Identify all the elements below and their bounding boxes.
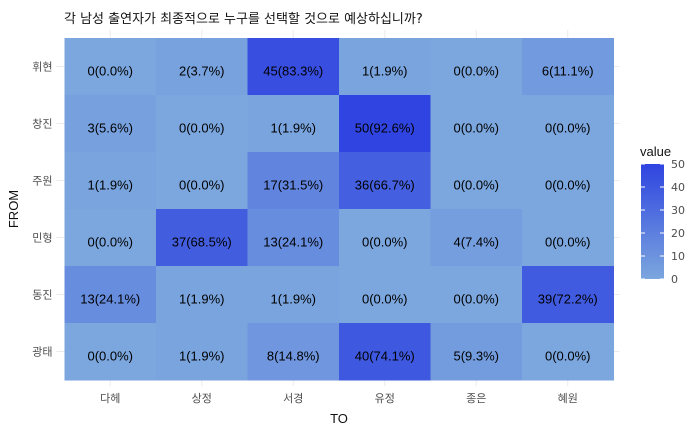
legend-title: value bbox=[640, 144, 671, 159]
heatmap-cell bbox=[64, 266, 157, 324]
heatmap-cell bbox=[156, 38, 248, 96]
y-tick-label: 휘현 bbox=[32, 61, 52, 74]
heatmap-cell bbox=[64, 323, 157, 381]
legend-tick-label: 30 bbox=[671, 204, 685, 217]
heatmap-cell bbox=[156, 152, 248, 210]
legend-tick-label: 10 bbox=[671, 250, 685, 263]
cell-label: 50(92.6%) bbox=[355, 121, 415, 136]
heatmap-cell bbox=[339, 95, 431, 153]
heatmap-cell bbox=[247, 95, 340, 153]
cell-label: 8(14.8%) bbox=[267, 349, 320, 364]
cell-label: 0(0.0%) bbox=[179, 178, 225, 193]
heatmap-cell bbox=[247, 323, 340, 381]
cell-label: 37(68.5%) bbox=[172, 235, 232, 250]
cell-label: 0(0.0%) bbox=[545, 349, 591, 364]
heatmap-cell bbox=[247, 266, 340, 324]
legend-tick-label: 40 bbox=[671, 181, 685, 194]
cell-label: 3(5.6%) bbox=[87, 121, 133, 136]
heatmap-cell bbox=[339, 266, 431, 324]
heatmap-cell bbox=[247, 209, 340, 267]
heatmap-cell bbox=[430, 209, 523, 267]
heatmap-cell bbox=[64, 209, 157, 267]
cell-label: 0(0.0%) bbox=[453, 121, 499, 136]
x-tick-label: 상정 bbox=[192, 392, 212, 405]
cell-label: 0(0.0%) bbox=[87, 64, 133, 79]
heatmap-cell bbox=[430, 266, 523, 324]
heatmap-cell bbox=[156, 95, 248, 153]
cell-label: 6(11.1%) bbox=[542, 64, 594, 79]
x-tick-label: 다헤 bbox=[100, 392, 120, 405]
legend-colorbar bbox=[641, 164, 664, 279]
legend-tick-label: 20 bbox=[671, 227, 685, 240]
cell-label: 0(0.0%) bbox=[545, 121, 591, 136]
heatmap-cell bbox=[522, 266, 614, 324]
y-axis-title: FROM bbox=[6, 190, 21, 228]
cell-label: 0(0.0%) bbox=[453, 64, 499, 79]
heatmap-cell bbox=[522, 152, 614, 210]
heatmap-cell bbox=[247, 152, 340, 210]
heatmap-cell bbox=[522, 209, 614, 267]
cell-label: 36(66.7%) bbox=[355, 178, 415, 193]
cell-label: 45(83.3%) bbox=[263, 64, 323, 79]
heatmap-cell bbox=[430, 323, 523, 381]
cell-label: 5(9.3%) bbox=[453, 349, 499, 364]
cell-label: 0(0.0%) bbox=[453, 292, 499, 307]
heatmap-cell bbox=[522, 323, 614, 381]
y-tick-label: 광태 bbox=[32, 346, 52, 359]
heatmap-cell bbox=[339, 209, 431, 267]
cell-label: 0(0.0%) bbox=[87, 349, 133, 364]
heatmap-cell bbox=[522, 95, 614, 153]
cell-label: 1(1.9%) bbox=[362, 64, 408, 79]
legend-tick-label: 0 bbox=[671, 273, 678, 286]
heatmap-cell bbox=[339, 38, 431, 96]
cell-label: 0(0.0%) bbox=[362, 235, 408, 250]
y-tick-label: 주원 bbox=[32, 175, 52, 188]
heatmap-cell bbox=[64, 38, 157, 96]
heatmap-cell bbox=[64, 152, 157, 210]
cell-label: 0(0.0%) bbox=[179, 121, 225, 136]
y-tick-label: 민형 bbox=[32, 232, 52, 245]
cell-label: 1(1.9%) bbox=[179, 292, 225, 307]
cell-label: 0(0.0%) bbox=[545, 235, 591, 250]
heatmap-cell bbox=[522, 38, 614, 96]
cell-label: 4(7.4%) bbox=[453, 235, 499, 250]
x-tick-label: 유정 bbox=[375, 392, 395, 405]
cell-label: 2(3.7%) bbox=[179, 64, 225, 79]
cell-label: 17(31.5%) bbox=[263, 178, 323, 193]
cell-label: 13(24.1%) bbox=[263, 235, 323, 250]
cell-label: 13(24.1%) bbox=[80, 292, 140, 307]
heatmap-cell bbox=[339, 152, 431, 210]
chart-title: 각 남성 출연자가 최종적으로 누구를 선택할 것으로 예상하십니까? bbox=[64, 12, 423, 27]
cell-label: 39(72.2%) bbox=[538, 292, 598, 307]
heatmap-cell bbox=[339, 323, 431, 381]
heatmap-cell bbox=[247, 38, 340, 96]
y-tick-label: 동진 bbox=[32, 289, 52, 302]
heatmap-cell bbox=[430, 95, 523, 153]
y-tick-label: 창진 bbox=[32, 118, 52, 131]
cell-label: 1(1.9%) bbox=[87, 178, 133, 193]
x-tick-label: 종은 bbox=[466, 392, 486, 405]
heatmap-cell bbox=[156, 323, 248, 381]
heatmap-cell bbox=[430, 38, 523, 96]
cell-label: 1(1.9%) bbox=[270, 121, 316, 136]
cell-label: 0(0.0%) bbox=[87, 235, 133, 250]
x-axis-title: TO bbox=[330, 411, 348, 426]
cell-label: 0(0.0%) bbox=[545, 178, 591, 193]
heatmap-cell bbox=[64, 95, 157, 153]
cell-label: 0(0.0%) bbox=[453, 178, 499, 193]
heatmap-cell bbox=[156, 209, 248, 267]
cell-label: 1(1.9%) bbox=[179, 349, 225, 364]
heatmap-cell bbox=[430, 152, 523, 210]
cell-label: 1(1.9%) bbox=[270, 292, 316, 307]
x-tick-label: 서경 bbox=[283, 392, 303, 405]
x-tick-label: 혜원 bbox=[558, 392, 578, 405]
heatmap-cell bbox=[156, 266, 248, 324]
cell-label: 0(0.0%) bbox=[362, 292, 408, 307]
legend-tick-label: 50 bbox=[671, 158, 685, 171]
cell-label: 40(74.1%) bbox=[355, 349, 415, 364]
